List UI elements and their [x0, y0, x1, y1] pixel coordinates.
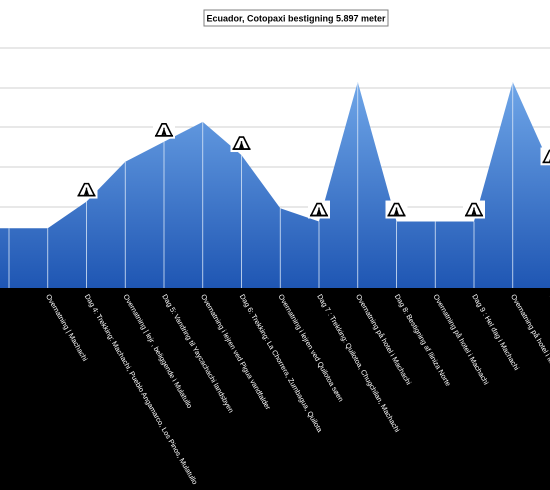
elevation-area: [0, 82, 550, 288]
chart-title: Ecuador, Cotopaxi bestigning 5.897 meter: [206, 14, 386, 24]
point-dividers: [8, 82, 514, 288]
chart-title-box: Ecuador, Cotopaxi bestigning 5.897 meter: [203, 9, 389, 27]
tent-icon: [385, 200, 408, 219]
tent-icon: [540, 147, 550, 166]
tent-icon: [75, 180, 98, 199]
tent-icon: [230, 134, 253, 153]
tent-icon: [308, 200, 330, 219]
gridlines: [0, 47, 550, 208]
tent-icon: [463, 200, 485, 219]
tent-icon: [153, 120, 175, 139]
xaxis-label-background: [0, 288, 550, 490]
